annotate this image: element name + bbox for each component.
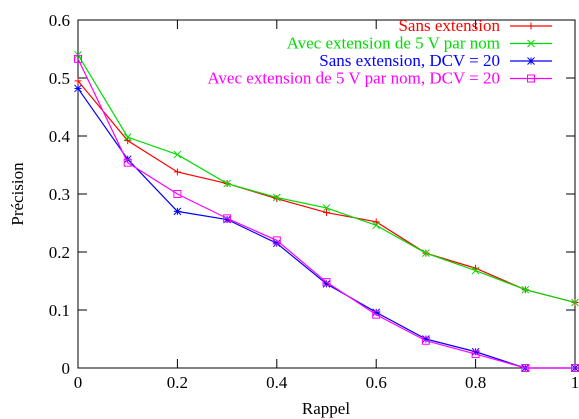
series-3-point: [272, 239, 281, 248]
y-tick-label: 0.5: [49, 69, 70, 88]
y-tick-label: 0.2: [49, 243, 70, 262]
series-4-point: [322, 278, 331, 287]
series-line-3: [77, 88, 575, 369]
x-tick-label: 0.4: [266, 373, 288, 392]
legend-label-1: Sans extension: [398, 16, 500, 35]
series-2-point: [471, 266, 480, 275]
series-2-point: [571, 298, 579, 307]
series-2-point: [272, 193, 281, 202]
series-4-point: [471, 350, 480, 359]
y-tick-label: 0: [62, 359, 71, 378]
series-2-point: [422, 249, 430, 258]
legend-label-2: Avec extension de 5 V par nom: [287, 34, 500, 53]
series-4-point: [272, 236, 281, 245]
series-2-point: [372, 221, 381, 230]
series-line-1: [77, 80, 576, 304]
x-tick-label: 0.6: [366, 373, 387, 392]
series-1-point: [74, 77, 82, 85]
series-4-point: [372, 310, 381, 319]
series-4-point: [421, 336, 430, 345]
legend-marker-1: [527, 22, 535, 30]
series-2-point: [223, 179, 231, 188]
series-2-point: [173, 150, 182, 159]
y-tick-label: 0.6: [49, 11, 70, 30]
y-tick-label: 0.1: [49, 301, 70, 320]
series-3-point: [74, 84, 82, 93]
x-tick-label: 1: [571, 373, 579, 392]
y-tick-label: 0.3: [49, 185, 70, 204]
series-3-point: [471, 347, 480, 356]
series-1-point: [124, 137, 132, 145]
x-tick-label: 0.8: [465, 373, 486, 392]
x-tick-label: 0: [74, 373, 83, 392]
legend-marker-4: [527, 74, 535, 83]
y-tick-label: 0.4: [49, 127, 71, 146]
series-4-point: [173, 190, 182, 198]
series-2-point: [123, 133, 132, 142]
legend-marker-3: [527, 57, 535, 65]
series-2-point: [521, 285, 530, 294]
series-4-point: [123, 158, 132, 167]
series-2-point: [322, 204, 331, 212]
legend-marker-2: [527, 39, 535, 48]
series-4-point: [74, 54, 82, 63]
series-1-point: [372, 218, 380, 226]
series-1-point: [273, 195, 281, 203]
series-4-point: [223, 214, 232, 223]
x-tick-label: 0.2: [167, 373, 188, 392]
series-1-point: [173, 168, 181, 176]
y-axis-title: Précision: [8, 162, 27, 226]
series-layer: [74, 50, 579, 372]
series-line-4: [77, 58, 575, 369]
axes: 0 0.2 0.4 0.6 0.8 1 0 0.1 0.2 0.3 0.4 0.5 0.6: [49, 11, 579, 392]
legend-label-4: Avec extension de 5 V par nom, DCV = 20: [207, 69, 500, 88]
series-1-point: [323, 209, 330, 217]
series-3-point: [173, 207, 182, 216]
series-4-point: [521, 364, 530, 372]
series-2-point: [74, 50, 82, 59]
legend-label-3: Sans extension, DCV = 20: [319, 51, 500, 70]
x-axis-title: Rappel: [302, 399, 350, 418]
